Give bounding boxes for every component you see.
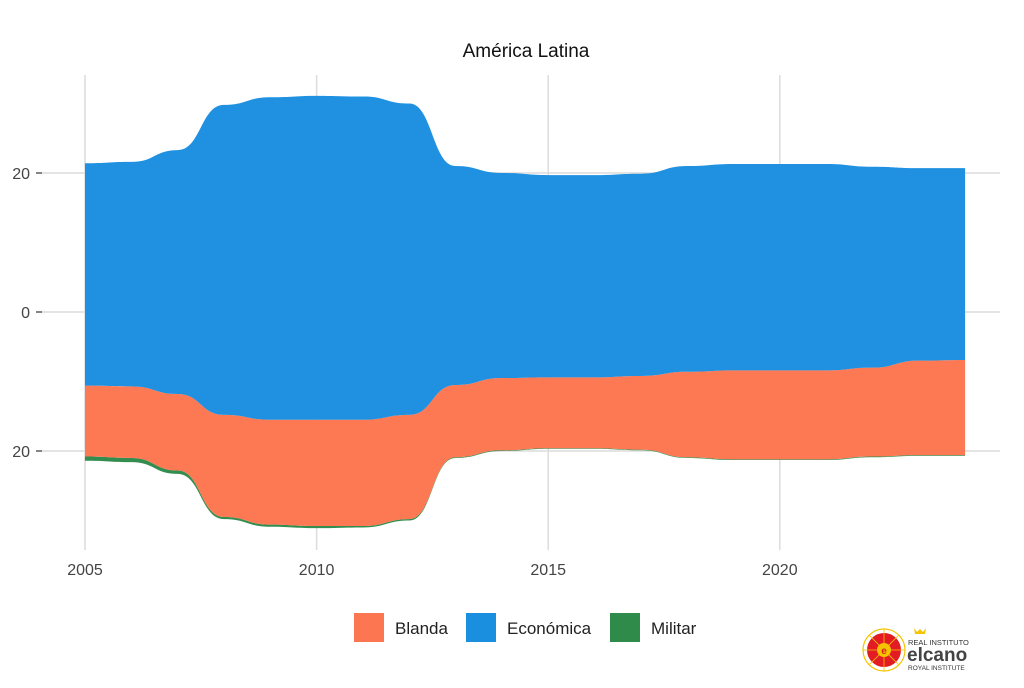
logo-line1: REAL INSTITUTO	[908, 638, 969, 647]
legend-label: Económica	[507, 619, 592, 638]
legend-swatch	[610, 613, 640, 642]
svg-text:e: e	[881, 646, 887, 657]
y-tick-label: 20	[12, 166, 30, 183]
elcano-logo: e REAL INSTITUTO elcano ROYAL INSTITUTE	[862, 628, 969, 672]
y-tick-label: 20	[12, 444, 30, 461]
area-blanda	[85, 359, 966, 527]
x-axis: 2005 2010 2015 2020	[67, 562, 797, 579]
x-tick-label: 2015	[530, 562, 566, 579]
legend-label: Blanda	[395, 619, 448, 638]
legend-swatch	[466, 613, 496, 642]
y-axis: 20 0 20	[12, 166, 42, 461]
x-tick-label: 2005	[67, 562, 103, 579]
x-tick-label: 2020	[762, 562, 798, 579]
legend-label: Militar	[651, 619, 697, 638]
stream-areas	[85, 95, 966, 529]
legend: Blanda Económica Militar	[354, 613, 697, 642]
chart-title: América Latina	[463, 41, 590, 62]
area-economica	[85, 95, 966, 420]
y-tick-label: 0	[21, 305, 30, 322]
logo-line2: elcano	[907, 645, 967, 666]
logo-line3: ROYAL INSTITUTE	[908, 665, 965, 672]
legend-swatch	[354, 613, 384, 642]
x-tick-label: 2010	[299, 562, 335, 579]
